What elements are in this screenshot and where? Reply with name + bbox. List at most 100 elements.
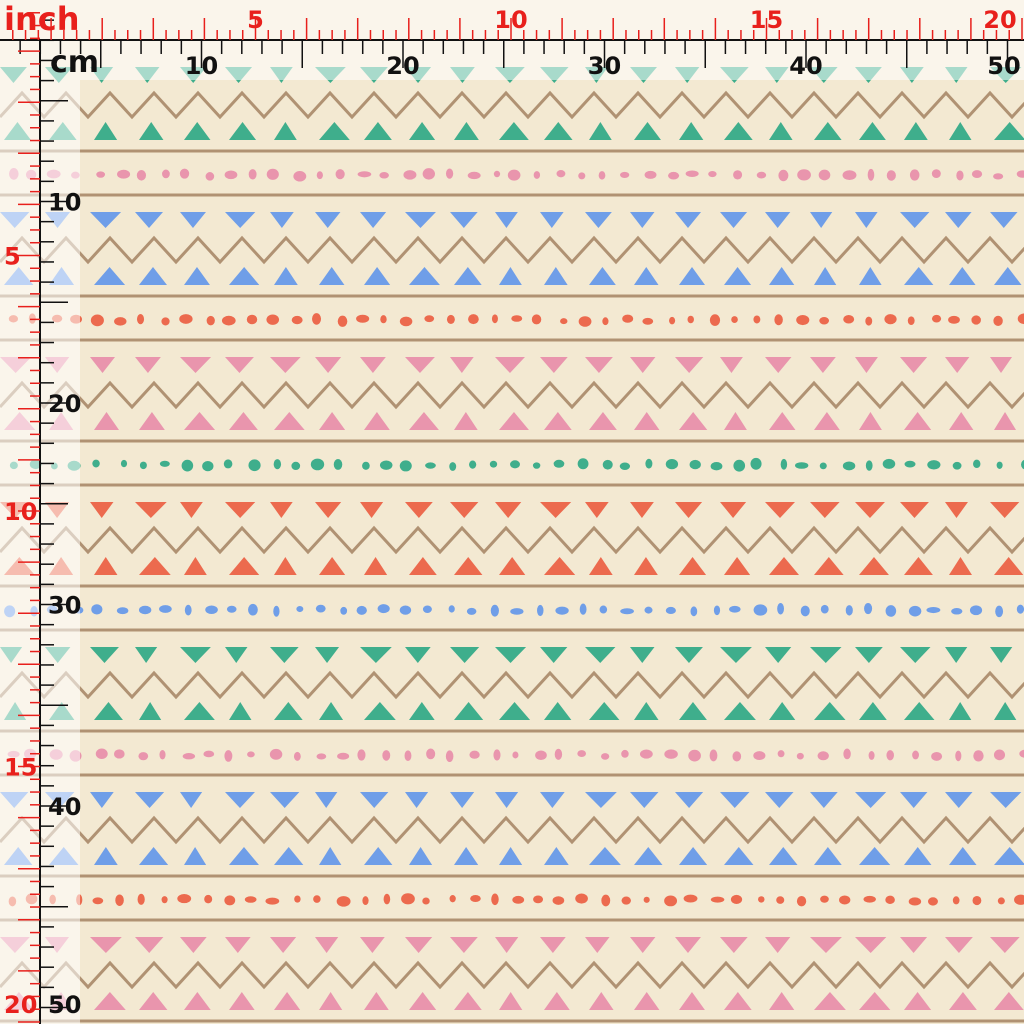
dot (931, 314, 942, 323)
dot (266, 168, 279, 180)
triangle (274, 412, 305, 430)
cm-label: 10 (185, 52, 218, 80)
triangle (409, 702, 435, 720)
triangle (495, 937, 519, 953)
triangle (409, 412, 439, 430)
triangle (450, 357, 474, 373)
triangle (319, 847, 342, 865)
triangle (540, 212, 564, 228)
triangle (540, 792, 565, 808)
dot (928, 897, 938, 906)
dot (907, 316, 915, 326)
dot (533, 171, 541, 179)
triangle (994, 557, 1024, 575)
dot (422, 605, 432, 614)
triangle (589, 412, 617, 430)
triangle (720, 502, 747, 518)
dot (532, 462, 541, 469)
cm-unit: cm (50, 45, 99, 80)
dot (972, 895, 982, 906)
triangle (814, 847, 842, 865)
dot (114, 317, 127, 326)
dot (839, 895, 851, 905)
dot (621, 896, 631, 905)
triangle (229, 702, 252, 720)
triangle (990, 937, 1020, 953)
dot (204, 894, 213, 904)
dot (710, 462, 723, 471)
dot (535, 750, 547, 761)
triangle (454, 847, 479, 865)
triangle (859, 847, 891, 865)
triangle (724, 557, 751, 575)
triangle (810, 502, 840, 518)
triangle (945, 792, 973, 808)
dot (776, 896, 785, 904)
triangle (679, 122, 704, 140)
dot (778, 169, 789, 182)
triangle (589, 847, 621, 865)
dot (713, 605, 721, 616)
dot (598, 171, 606, 180)
triangle (450, 502, 479, 518)
dot (973, 459, 981, 469)
triangle (274, 992, 301, 1010)
dot (664, 749, 678, 759)
triangle (184, 122, 211, 140)
dot (92, 897, 104, 905)
fabric-pattern (0, 67, 1024, 1023)
triangle (540, 937, 566, 953)
dot (553, 459, 565, 468)
dot (466, 607, 477, 615)
dot (244, 896, 257, 903)
triangle (634, 557, 658, 575)
dot (379, 460, 393, 470)
dot (449, 895, 456, 903)
triangle (139, 702, 162, 720)
inch-label: 15 (750, 6, 783, 34)
dot (203, 750, 215, 758)
dot (206, 315, 215, 326)
dot (995, 605, 1004, 618)
triangle (810, 357, 836, 373)
triangle (945, 502, 968, 518)
dot (248, 459, 261, 472)
triangle (634, 122, 661, 140)
dot (845, 605, 853, 616)
dot (335, 169, 345, 180)
dot (687, 315, 694, 324)
triangle (630, 357, 656, 373)
triangle (945, 647, 968, 663)
dot (403, 170, 417, 180)
triangle (360, 502, 384, 518)
dot (665, 606, 676, 615)
dot (357, 749, 366, 761)
dot (224, 750, 233, 762)
dot (908, 897, 922, 906)
dot (445, 168, 454, 179)
triangle (94, 122, 118, 140)
triangle (184, 267, 210, 285)
dot (904, 460, 916, 468)
triangle (720, 212, 748, 228)
triangle (900, 212, 930, 228)
left-inch-label: 5 (4, 243, 21, 271)
triangle (630, 212, 655, 228)
triangle (679, 992, 705, 1010)
zigzag (0, 670, 1024, 700)
dot (248, 603, 258, 616)
dot (996, 461, 1003, 469)
dot (819, 316, 830, 325)
triangle (769, 557, 800, 575)
triangle (859, 412, 882, 430)
triangle (319, 992, 343, 1010)
dot (689, 459, 701, 470)
dot (315, 604, 326, 613)
dot (92, 459, 100, 468)
dot (469, 460, 477, 469)
triangle (315, 357, 342, 373)
dot (422, 168, 435, 180)
dot (248, 169, 257, 180)
dot (202, 461, 214, 472)
